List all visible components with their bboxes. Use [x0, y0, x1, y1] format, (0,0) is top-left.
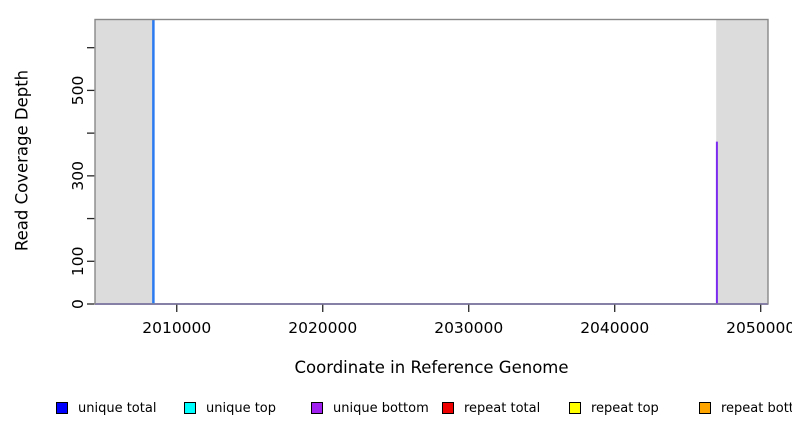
legend-label: repeat total: [464, 400, 541, 416]
legend-label: repeat top: [591, 400, 659, 416]
y-axis-title: Read Coverage Depth: [12, 69, 32, 252]
plot-box: [94, 18, 769, 305]
legend-item-unique-top: unique top: [184, 399, 276, 417]
legend-item-repeat-total: repeat total: [442, 399, 540, 417]
x-tick-label: 2020000: [288, 319, 357, 337]
shaded-region: [716, 19, 768, 304]
legend-label: unique top: [206, 400, 277, 416]
legend-item-unique-total: unique total: [56, 399, 156, 417]
x-tick-label: 2050000: [726, 319, 792, 337]
legend-swatch-repeat-top: [569, 402, 581, 414]
legend-label: repeat bottom: [721, 400, 792, 416]
legend-swatch-unique-bottom: [311, 402, 323, 414]
x-axis-title: Coordinate in Reference Genome: [294, 358, 569, 377]
y-tick-label: 0: [69, 299, 87, 309]
x-tick-label: 2030000: [434, 319, 503, 337]
plot-legend: unique total unique top unique bottom repea…: [0, 399, 792, 421]
legend-swatch-unique-top: [184, 402, 196, 414]
y-tick-label: 100: [69, 246, 87, 276]
legend-swatch-repeat-bottom: [699, 402, 711, 414]
legend-label: unique total: [78, 400, 157, 416]
x-tick-label: 2040000: [580, 319, 649, 337]
y-tick-label: 500: [69, 76, 87, 106]
y-tick-label: 300: [69, 161, 87, 191]
legend-item-unique-bottom: unique bottom: [311, 399, 429, 417]
legend-swatch-repeat-total: [442, 402, 454, 414]
legend-item-repeat-top: repeat top: [569, 399, 659, 417]
legend-label: unique bottom: [333, 400, 429, 416]
coverage-plot-canvas: 2010000 2020000 2030000 2040000 2050000 0 100 3…: [69, 18, 792, 337]
x-tick-label: 2010000: [142, 319, 211, 337]
shaded-region: [95, 19, 153, 304]
legend-swatch-unique-total: [56, 402, 68, 414]
legend-item-repeat-bottom: repeat bottom: [699, 399, 792, 417]
